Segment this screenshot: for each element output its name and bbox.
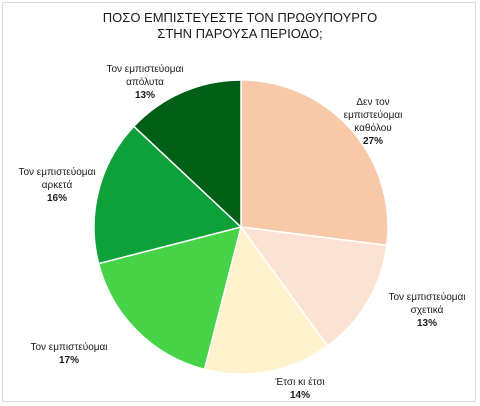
slice-label-text: Τον εμπιστεύομαι	[106, 64, 184, 75]
chart-title: ΠΟΣΟ ΕΜΠΙΣΤΕΥΕΣΤΕ ΤΟΝ ΠΡΩΘΥΠΟΥΡΓΟ ΣΤΗΝ Π…	[0, 10, 480, 42]
slice-label-text: σχετικά	[410, 305, 444, 316]
slice-value-label: 16%	[46, 193, 67, 204]
slice-label-5: Τον εμπιστεύομαι αρκετά 16%	[2, 166, 112, 205]
slice-value-label: 27%	[362, 136, 383, 147]
slice-label-text: απόλυτα	[126, 77, 164, 88]
pie-slice-3	[203, 225, 329, 375]
pie-slice-2	[239, 226, 388, 347]
slice-label-text: Έτσι κι έτσι	[275, 377, 325, 388]
chart-title-line-2: ΣΤΗΝ ΠΑΡΟΥΣΑ ΠΕΡΙΟΔΟ;	[157, 26, 323, 41]
slice-label-3: Έτσι κι έτσι 14%	[255, 376, 345, 402]
slice-label-4: Τον εμπιστεύομαι 17%	[14, 341, 124, 367]
chart-title-line-1: ΠΟΣΟ ΕΜΠΙΣΤΕΥΕΣΤΕ ΤΟΝ ΠΡΩΘΥΠΟΥΡΓΟ	[102, 10, 378, 25]
pie-slice-5	[93, 125, 243, 265]
slice-label-text: εμπιστεύομαι	[343, 110, 403, 121]
slice-label-text: καθόλου	[354, 123, 392, 134]
pie-slice-6	[132, 79, 242, 229]
slice-label-6: Τον εμπιστεύομαι απόλυτα 13%	[90, 63, 200, 102]
slice-label-text: Δεν τον	[356, 97, 390, 108]
slice-label-2: Τον εμπιστεύομαι σχετικά 13%	[372, 291, 480, 330]
slice-value-label: 13%	[134, 90, 155, 101]
slice-label-text: αρκετά	[41, 180, 73, 191]
slice-value-label: 14%	[289, 390, 310, 401]
slice-label-text: Τον εμπιστεύομαι	[388, 292, 466, 303]
slice-value-label: 17%	[58, 355, 79, 366]
slice-label-1: Δεν τον εμπιστεύομαι καθόλου 27%	[318, 96, 428, 148]
slice-value-label: 13%	[416, 318, 437, 329]
slice-label-text: Τον εμπιστεύομαι	[18, 167, 96, 178]
pie-slice-1	[240, 79, 389, 247]
slice-label-text: Τον εμπιστεύομαι	[30, 342, 108, 353]
pie-slice-4	[97, 225, 243, 371]
